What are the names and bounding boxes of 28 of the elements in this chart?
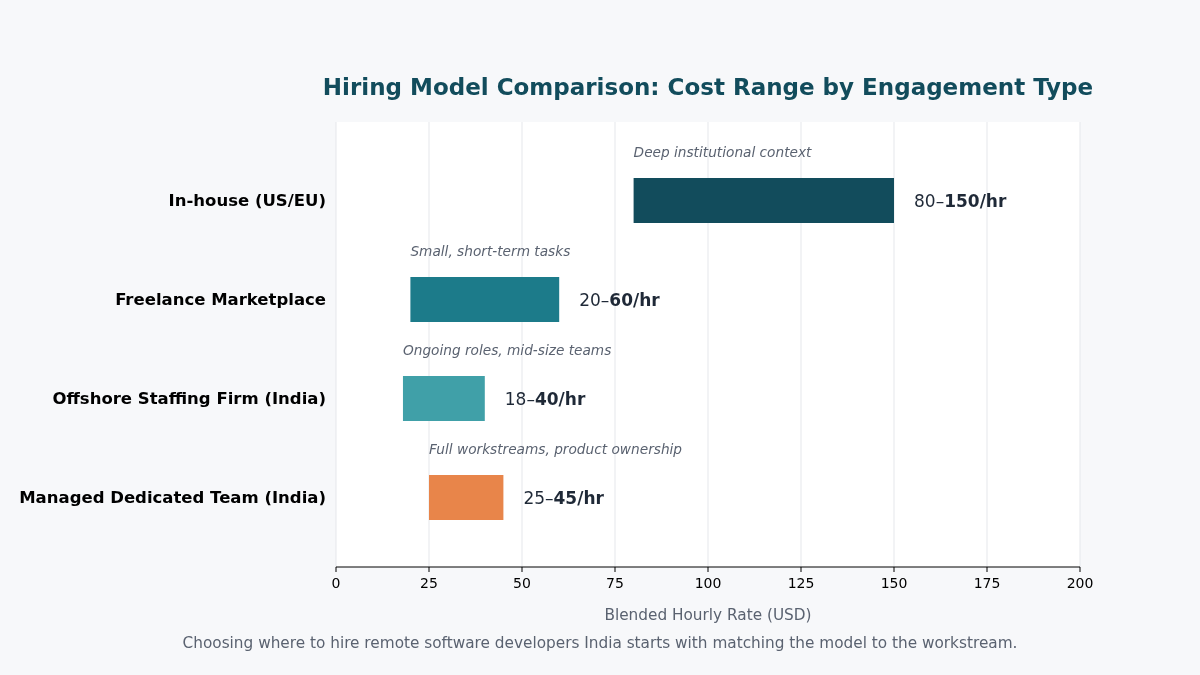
data-label: 80–150/hr <box>914 190 1007 211</box>
x-tick-label: 150 <box>880 574 908 591</box>
bar <box>410 277 560 322</box>
x-tick-label: 175 <box>973 574 1001 591</box>
text: Choosing where to hire remote software developers India starts with matching the model to the workstream. <box>182 634 1018 652</box>
annotation: Full workstreams, product ownership <box>429 441 683 457</box>
y-tick-label: Managed Dedicated Team (India) <box>19 488 326 508</box>
bar <box>402 376 485 421</box>
bar <box>429 475 504 520</box>
annotation: Deep institutional context <box>633 144 813 160</box>
y-tick-label: In-house (US/EU) <box>168 191 326 211</box>
y-tick-label: Freelance Marketplace <box>115 290 326 310</box>
x-axis-title: Blended Hourly Rate (USD) <box>604 606 812 624</box>
data-label: 18–40/hr <box>504 388 586 409</box>
x-tick-label: 50 <box>513 574 531 591</box>
y-tick-label: Offshore Staffing Firm (India) <box>52 389 326 409</box>
bar <box>633 178 894 223</box>
chart-title: Hiring Model Comparison: Cost Range by Engagement Type <box>322 74 1094 100</box>
x-tick-label: 125 <box>787 574 815 591</box>
x-tick-label: 200 <box>1066 574 1094 591</box>
x-tick-label: 100 <box>694 574 722 591</box>
data-label: 25–45/hr <box>523 487 605 508</box>
annotation: Ongoing roles, mid-size teams <box>402 342 612 358</box>
x-tick-label: 75 <box>606 574 624 591</box>
data-label: 20–60/hr <box>579 289 661 310</box>
x-tick-label: 25 <box>420 574 438 591</box>
x-tick-label: 0 <box>331 574 341 591</box>
annotation: Small, short-term tasks <box>410 243 571 259</box>
